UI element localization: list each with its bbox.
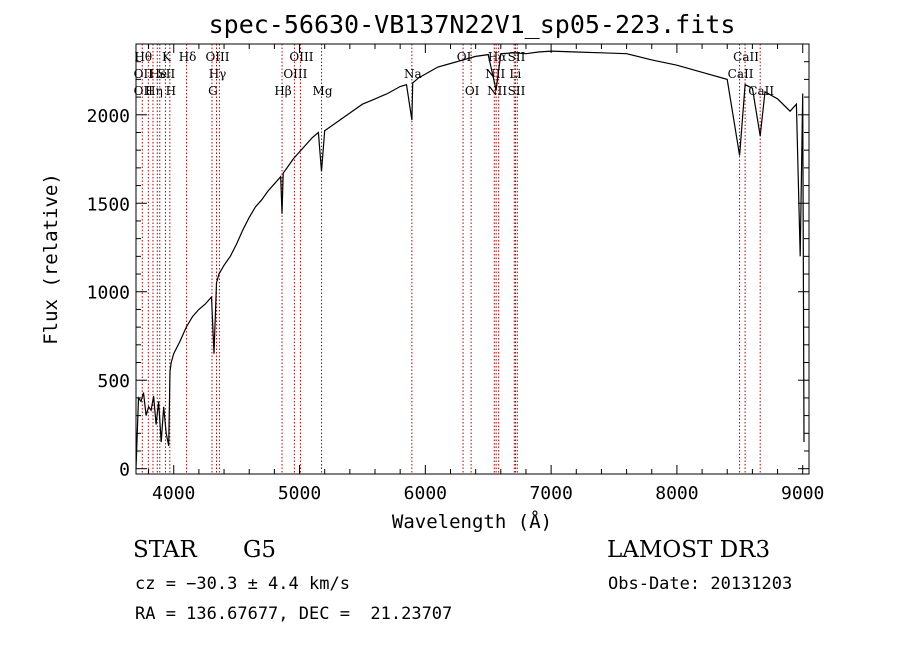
- line-label: OI: [457, 50, 472, 64]
- y-tick-label: 2000: [87, 106, 130, 127]
- chart-title: spec-56630-VB137N22V1_sp05-223.fits: [209, 10, 736, 39]
- x-axis-label: Wavelength (Å): [392, 510, 552, 533]
- x-tick-label: 6000: [404, 483, 447, 504]
- line-label: Na: [404, 67, 422, 81]
- line-label: Li: [509, 67, 521, 81]
- x-tick-label: 8000: [655, 483, 698, 504]
- line-label: OII: [134, 84, 154, 98]
- x-tick-label: 7000: [529, 483, 572, 504]
- line-label: He: [149, 67, 167, 81]
- emission-line-labels: HθOIIOIIHηHeKSIIHHδGOIIIHγHβOIIIOIIIMgNa…: [134, 50, 775, 98]
- object-subclass: G5: [243, 537, 277, 563]
- y-tick-label: 1000: [87, 283, 130, 304]
- x-axis-ticks: 4000 5000 6000 7000 8000 9000: [148, 44, 824, 504]
- line-label: NII: [485, 67, 505, 81]
- y-tick-label: 0: [119, 460, 130, 481]
- object-class: STAR: [133, 537, 197, 563]
- line-label: CaII: [733, 50, 759, 64]
- line-label: Hθ: [134, 50, 152, 64]
- line-label: OI: [465, 84, 480, 98]
- line-label: Hβ: [274, 84, 291, 98]
- line-label: Hη: [145, 84, 163, 98]
- line-label: Hγ: [209, 67, 227, 81]
- line-label: Mg: [313, 84, 333, 98]
- emission-line-markers: [141, 44, 761, 474]
- line-label: CaII: [728, 67, 754, 81]
- line-label: SII: [158, 67, 176, 81]
- line-label: G: [208, 84, 218, 98]
- x-tick-label: 4000: [152, 483, 195, 504]
- y-tick-label: 500: [97, 371, 130, 392]
- x-tick-label: 9000: [781, 483, 824, 504]
- coordinates: RA = 136.67677, DEC = 21.23707: [135, 604, 453, 624]
- line-label: OIII: [205, 50, 229, 64]
- redshift-text: cz = −30.3 ± 4.4 km/s: [135, 574, 350, 594]
- x-tick-label: 5000: [278, 483, 321, 504]
- line-label: SII: [508, 84, 526, 98]
- line-label: CaII: [748, 84, 774, 98]
- line-label: Hα: [488, 50, 507, 64]
- line-label: SII: [508, 50, 526, 64]
- line-label: OIII: [289, 50, 313, 64]
- obs-date: Obs-Date: 20131203: [608, 574, 793, 594]
- y-tick-label: 1500: [87, 194, 130, 215]
- line-label: H: [166, 84, 176, 98]
- line-label: OII: [134, 67, 154, 81]
- line-label: Hδ: [179, 50, 197, 64]
- line-label: NII: [487, 84, 507, 98]
- line-label: K: [162, 50, 172, 64]
- plot-frame: [135, 43, 810, 475]
- y-axis-ticks: 0 500 1000 1500 2000: [87, 61, 809, 481]
- line-label: OIII: [283, 67, 307, 81]
- y-axis-label: Flux (relative): [40, 173, 62, 345]
- spectrum-line: [135, 50, 805, 469]
- survey-name: LAMOST DR3: [607, 537, 771, 563]
